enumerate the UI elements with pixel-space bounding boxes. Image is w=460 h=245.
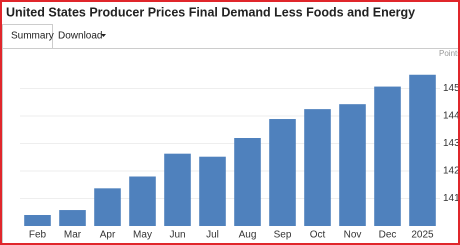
bar — [409, 74, 436, 226]
y-tick-label: 143 — [443, 138, 458, 149]
bar — [164, 153, 191, 226]
bar — [269, 119, 296, 226]
y-tick-label: 144 — [443, 111, 458, 122]
x-tick-label: 2025 — [411, 230, 434, 241]
x-tick-label: Aug — [239, 230, 257, 241]
x-tick-label: Jun — [169, 230, 185, 241]
chart-panel — [2, 48, 458, 243]
y-tick-label: 141 — [443, 193, 458, 204]
tab-frame[interactable] — [2, 24, 53, 49]
x-tick-label: Jul — [206, 230, 219, 241]
tab-summary[interactable]: Summary — [11, 31, 54, 42]
x-tick-label: Nov — [344, 230, 362, 241]
bar — [59, 210, 86, 226]
bar — [339, 104, 366, 226]
chart-title: United States Producer Prices Final Dema… — [6, 5, 415, 19]
x-tick-label: Sep — [274, 230, 292, 241]
bar — [234, 138, 261, 226]
x-tick-label: Oct — [310, 230, 326, 241]
x-tick-label: Apr — [100, 230, 116, 241]
tab-download[interactable]: Download — [58, 31, 102, 42]
bar — [129, 176, 156, 226]
bar — [24, 215, 51, 226]
bar — [199, 156, 226, 226]
chart: United States Producer Prices Final Dema… — [2, 5, 458, 243]
bar — [374, 86, 401, 226]
x-tick-label: Feb — [29, 230, 47, 241]
x-tick-label: Dec — [379, 230, 397, 241]
dropdown-arrow[interactable] — [101, 34, 106, 37]
bar — [304, 109, 331, 226]
x-tick-label: May — [133, 230, 152, 241]
y-tick-label: 142 — [443, 166, 458, 177]
x-tick-label: Mar — [64, 230, 82, 241]
y-axis-label: Points — [439, 49, 458, 58]
y-tick-label: 145 — [443, 83, 458, 94]
bar — [94, 188, 121, 226]
